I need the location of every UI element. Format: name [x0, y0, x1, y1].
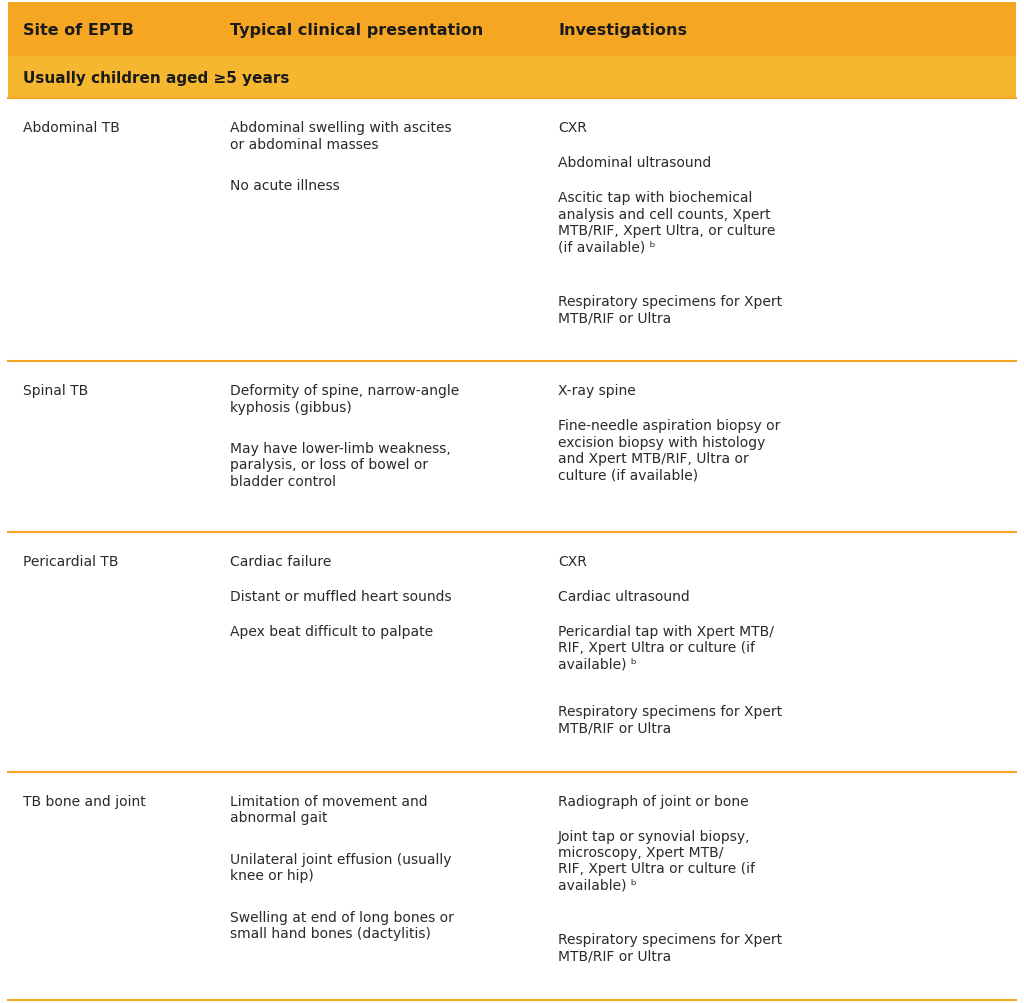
- Text: Typical clinical presentation: Typical clinical presentation: [230, 23, 483, 37]
- Text: TB bone and joint: TB bone and joint: [23, 794, 145, 808]
- FancyBboxPatch shape: [8, 3, 1016, 57]
- Text: Radiograph of joint or bone: Radiograph of joint or bone: [558, 794, 749, 808]
- Text: Limitation of movement and
abnormal gait: Limitation of movement and abnormal gait: [230, 794, 428, 824]
- Text: CXR: CXR: [558, 554, 587, 568]
- Text: Apex beat difficult to palpate: Apex beat difficult to palpate: [230, 624, 433, 638]
- Text: Respiratory specimens for Xpert
MTB/RIF or Ultra: Respiratory specimens for Xpert MTB/RIF …: [558, 933, 782, 963]
- Text: Pericardial TB: Pericardial TB: [23, 554, 118, 568]
- Text: Deformity of spine, narrow-angle
kyphosis (gibbus): Deformity of spine, narrow-angle kyphosi…: [230, 384, 460, 414]
- Text: Investigations: Investigations: [558, 23, 687, 37]
- Text: Respiratory specimens for Xpert
MTB/RIF or Ultra: Respiratory specimens for Xpert MTB/RIF …: [558, 705, 782, 735]
- Text: Respiratory specimens for Xpert
MTB/RIF or Ultra: Respiratory specimens for Xpert MTB/RIF …: [558, 295, 782, 325]
- Text: Abdominal TB: Abdominal TB: [23, 121, 120, 135]
- FancyBboxPatch shape: [8, 533, 1016, 772]
- FancyBboxPatch shape: [8, 99, 1016, 362]
- Text: Site of EPTB: Site of EPTB: [23, 23, 133, 37]
- FancyBboxPatch shape: [8, 57, 1016, 99]
- Text: CXR: CXR: [558, 121, 587, 135]
- Text: Abdominal ultrasound: Abdominal ultrasound: [558, 156, 712, 171]
- Text: No acute illness: No acute illness: [230, 179, 340, 193]
- Text: Joint tap or synovial biopsy,
microscopy, Xpert MTB/
RIF, Xpert Ultra or culture: Joint tap or synovial biopsy, microscopy…: [558, 829, 755, 892]
- Text: Swelling at end of long bones or
small hand bones (dactylitis): Swelling at end of long bones or small h…: [230, 910, 455, 940]
- Text: Cardiac failure: Cardiac failure: [230, 554, 332, 568]
- Text: X-ray spine: X-ray spine: [558, 384, 636, 398]
- Text: Spinal TB: Spinal TB: [23, 384, 88, 398]
- Text: Distant or muffled heart sounds: Distant or muffled heart sounds: [230, 589, 452, 603]
- Text: Usually children aged ≥5 years: Usually children aged ≥5 years: [23, 71, 289, 85]
- FancyBboxPatch shape: [8, 772, 1016, 1000]
- Text: Abdominal swelling with ascites
or abdominal masses: Abdominal swelling with ascites or abdom…: [230, 121, 452, 151]
- FancyBboxPatch shape: [8, 362, 1016, 533]
- Text: Fine-needle aspiration biopsy or
excision biopsy with histology
and Xpert MTB/RI: Fine-needle aspiration biopsy or excisio…: [558, 419, 780, 481]
- Text: Cardiac ultrasound: Cardiac ultrasound: [558, 589, 690, 603]
- Text: Ascitic tap with biochemical
analysis and cell counts, Xpert
MTB/RIF, Xpert Ultr: Ascitic tap with biochemical analysis an…: [558, 192, 775, 254]
- Text: Unilateral joint effusion (usually
knee or hip): Unilateral joint effusion (usually knee …: [230, 852, 452, 882]
- Text: May have lower-limb weakness,
paralysis, or loss of bowel or
bladder control: May have lower-limb weakness, paralysis,…: [230, 442, 452, 488]
- Text: Pericardial tap with Xpert MTB/
RIF, Xpert Ultra or culture (if
available) ᵇ: Pericardial tap with Xpert MTB/ RIF, Xpe…: [558, 624, 774, 670]
